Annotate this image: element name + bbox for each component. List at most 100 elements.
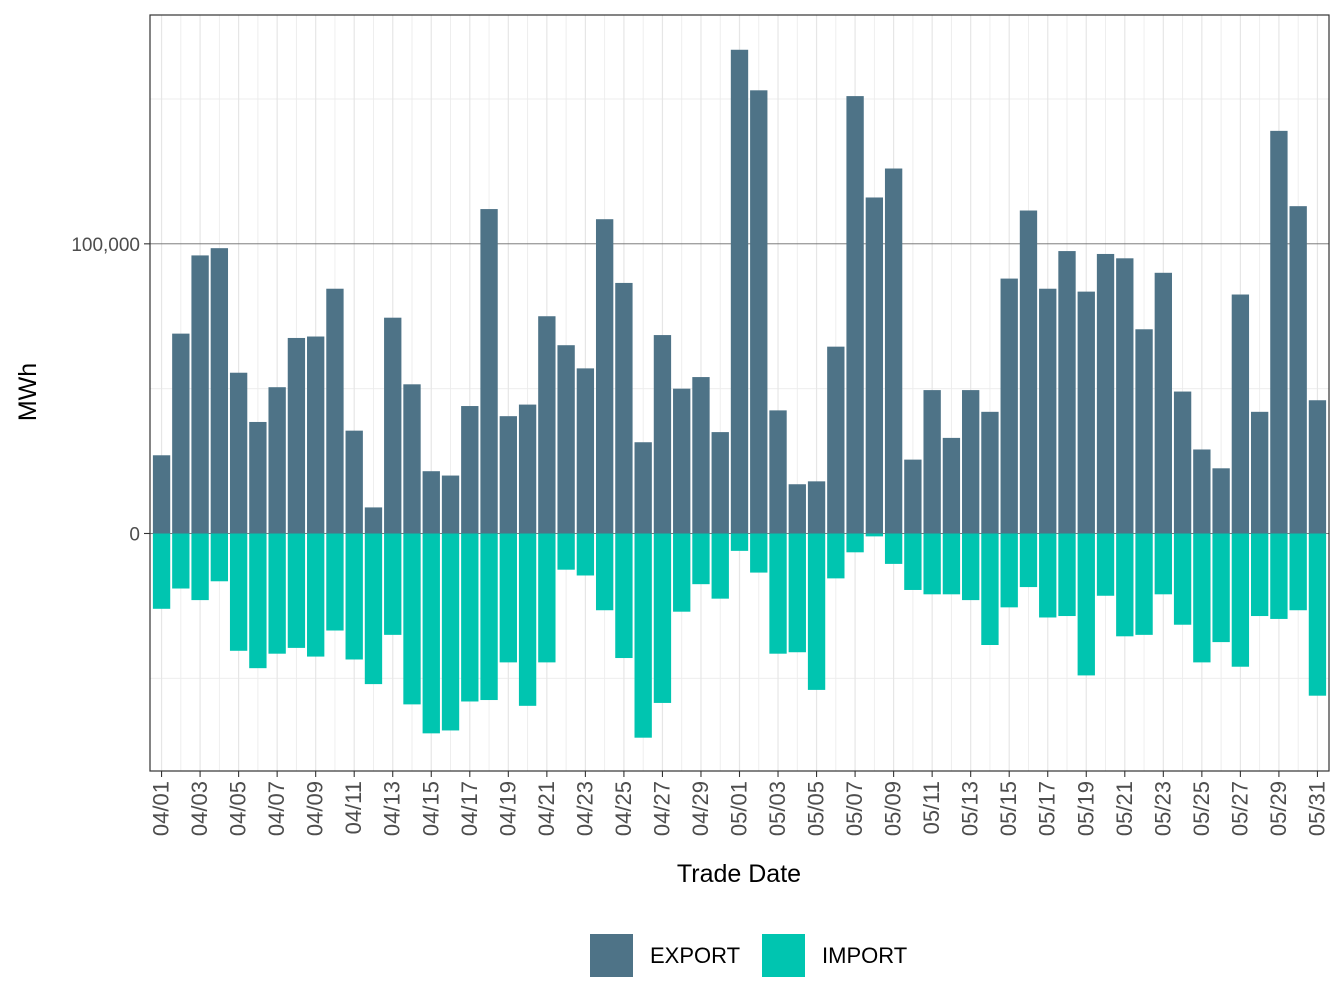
x-tick-label: 05/27 (1227, 781, 1252, 836)
bar-import-05-05 (807, 533, 826, 690)
x-axis: 04/01 04/03 04/05 04/07 04/09 04/11 04/13 04/15… (149, 771, 1329, 836)
x-tick-label: 04/03 (187, 781, 212, 836)
legend: EXPORT IMPORT (590, 934, 907, 977)
x-tick-label: 05/23 (1150, 781, 1175, 836)
bar-import-05-30 (1289, 533, 1307, 611)
x-tick-label: 05/29 (1266, 781, 1291, 836)
bar-export-04-18 (480, 209, 498, 534)
bar-import-04-22 (557, 533, 575, 570)
bar-export-04-04 (210, 248, 229, 534)
bar-import-05-03 (769, 533, 787, 654)
bar-import-05-02 (750, 533, 768, 573)
y-axis-title: MWh (14, 363, 42, 421)
bar-import-04-21 (538, 533, 556, 663)
bar-import-05-25 (1193, 533, 1211, 663)
bar-import-04-24 (595, 533, 614, 611)
bar-export-04-25 (615, 282, 633, 534)
x-tick-label: 05/25 (1189, 781, 1214, 836)
bar-import-04-19 (499, 533, 517, 663)
x-tick-label: 05/17 (1035, 781, 1060, 836)
bar-export-05-13 (962, 390, 980, 534)
x-tick-label: 04/13 (380, 781, 405, 836)
x-tick-label: 05/05 (804, 781, 829, 836)
bar-import-04-16 (441, 533, 460, 731)
x-tick-label: 05/13 (958, 781, 983, 836)
bar-export-04-07 (268, 387, 286, 534)
bar-export-04-14 (403, 384, 421, 534)
x-tick-label: 04/01 (149, 781, 174, 836)
x-tick-label: 04/27 (649, 781, 674, 836)
bar-export-04-02 (172, 333, 190, 534)
bar-export-05-30 (1289, 206, 1307, 534)
bar-import-04-25 (615, 533, 633, 659)
bar-import-05-23 (1154, 533, 1172, 595)
bar-export-05-03 (769, 410, 787, 534)
bar-export-04-12 (364, 507, 383, 534)
bar-export-04-24 (595, 219, 614, 534)
bar-export-05-22 (1135, 329, 1153, 534)
x-tick-label: 04/09 (303, 781, 328, 836)
bar-export-05-12 (942, 437, 961, 534)
bar-export-04-23 (576, 368, 595, 534)
bar-export-05-05 (807, 481, 826, 534)
bar-import-05-14 (981, 533, 999, 645)
bar-export-05-15 (1000, 278, 1018, 534)
legend-label-export: EXPORT (650, 943, 740, 968)
bar-import-05-15 (1000, 533, 1018, 608)
bar-import-05-07 (846, 533, 864, 553)
bar-import-05-24 (1173, 533, 1192, 625)
bar-import-05-12 (942, 533, 961, 595)
bar-export-04-13 (384, 317, 402, 534)
bar-import-05-17 (1039, 533, 1057, 618)
bar-export-04-09 (307, 336, 325, 534)
bar-import-05-28 (1250, 533, 1269, 617)
bar-import-04-15 (422, 533, 440, 734)
bar-export-05-26 (1212, 468, 1230, 534)
x-tick-label: 04/11 (341, 781, 366, 834)
x-tick-label: 05/11 (919, 781, 944, 834)
bar-export-04-27 (653, 335, 672, 534)
bar-import-04-20 (518, 533, 537, 706)
bar-import-04-09 (307, 533, 325, 657)
bar-export-05-08 (865, 197, 884, 534)
x-tick-label: 04/21 (534, 781, 559, 836)
bar-export-05-14 (981, 411, 999, 534)
bar-export-05-10 (904, 459, 922, 534)
bar-export-05-25 (1193, 449, 1211, 534)
bar-export-05-20 (1096, 253, 1115, 534)
bar-export-04-29 (692, 377, 710, 534)
bar-export-04-28 (673, 388, 691, 534)
bar-export-05-31 (1308, 400, 1327, 534)
bar-export-05-24 (1173, 391, 1192, 534)
bar-import-04-28 (673, 533, 691, 612)
bar-export-05-28 (1250, 411, 1269, 534)
bar-export-04-16 (441, 475, 460, 534)
bar-export-04-10 (326, 288, 344, 534)
legend-key-export (590, 934, 633, 977)
bar-import-05-29 (1270, 533, 1288, 619)
bar-import-04-14 (403, 533, 421, 705)
bar-export-05-17 (1039, 288, 1057, 534)
bar-import-05-19 (1077, 533, 1095, 676)
bar-import-05-08 (865, 533, 884, 537)
bar-import-04-29 (692, 533, 710, 585)
bar-import-05-16 (1019, 533, 1038, 588)
x-tick-label: 05/03 (765, 781, 790, 836)
y-tick-label: 100,000 (71, 235, 140, 256)
bar-import-05-06 (827, 533, 845, 579)
x-tick-label: 05/21 (1112, 781, 1137, 836)
x-tick-label: 05/01 (727, 781, 752, 836)
bar-import-04-18 (480, 533, 498, 701)
bar-export-05-01 (730, 49, 749, 534)
bar-export-04-01 (152, 455, 171, 534)
bar-import-04-08 (287, 533, 306, 648)
x-tick-label: 04/23 (572, 781, 597, 836)
bar-export-05-02 (750, 90, 768, 534)
bar-import-04-23 (576, 533, 595, 576)
bar-export-05-18 (1058, 251, 1076, 534)
bar-export-04-20 (518, 404, 537, 534)
x-tick-label: 05/07 (842, 781, 867, 836)
y-tick-label: 0 (129, 524, 140, 545)
x-tick-label: 04/15 (418, 781, 443, 836)
